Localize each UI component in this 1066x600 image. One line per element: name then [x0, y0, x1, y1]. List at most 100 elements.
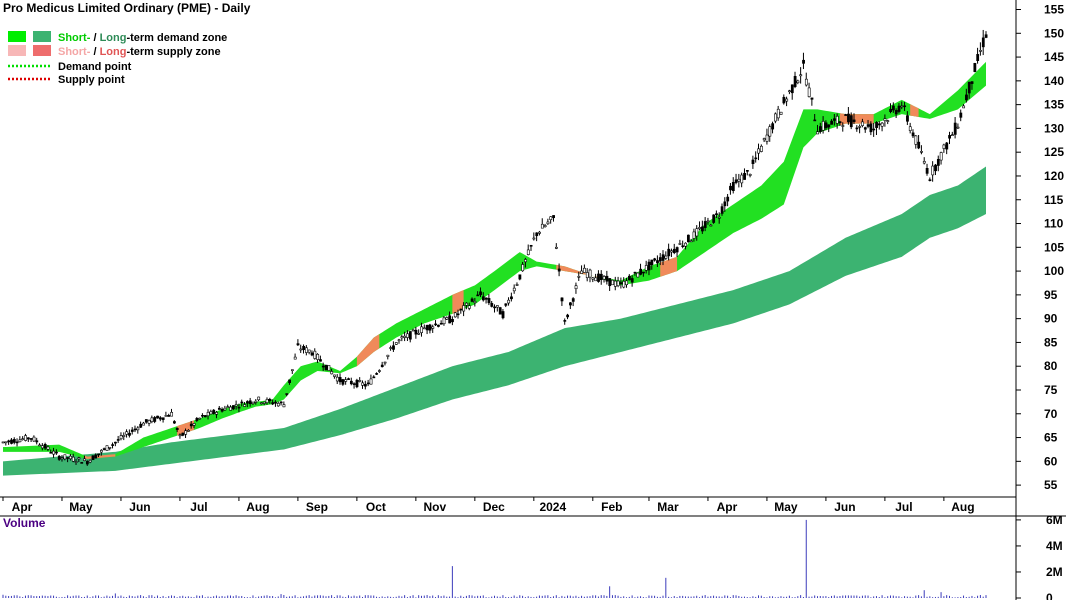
candle-body: [948, 135, 951, 139]
candle-body: [768, 126, 772, 137]
candle-body: [886, 120, 890, 122]
vol-tick-label: 2M: [1046, 565, 1063, 579]
candle-body: [959, 112, 963, 118]
candle-body: [571, 298, 575, 302]
candle-body: [934, 164, 937, 172]
legend-supply-point: Supply point: [58, 74, 125, 86]
candle-body: [156, 415, 159, 419]
candle-body: [613, 280, 617, 287]
candle-body: [597, 273, 600, 282]
candle-body: [128, 432, 131, 436]
candle-body: [481, 296, 485, 301]
candle-body: [894, 110, 898, 115]
supply-segment: [660, 256, 678, 277]
candle-body: [684, 242, 687, 247]
candle-body: [232, 405, 235, 410]
candle-body: [740, 174, 744, 184]
candle-body: [774, 113, 777, 122]
candle-body: [574, 285, 578, 290]
candle-body: [254, 400, 258, 403]
candle-body: [243, 404, 247, 407]
candle-body: [717, 216, 721, 219]
candle-body: [695, 228, 699, 237]
candle-body: [406, 333, 409, 338]
candle-body: [636, 272, 640, 278]
candle-body: [203, 415, 207, 418]
y-tick-label: 60: [1044, 454, 1058, 468]
candle-body: [661, 254, 665, 261]
candle-body: [785, 98, 789, 102]
candle-body: [189, 423, 193, 427]
candle-body: [863, 127, 867, 130]
candle-body: [392, 345, 395, 350]
candle-body: [282, 404, 286, 408]
x-tick-label: Sep: [306, 500, 328, 514]
candle-body: [487, 298, 491, 304]
candle-body: [195, 418, 199, 421]
candle-body: [397, 339, 401, 342]
candle-body: [546, 221, 550, 225]
x-tick-label: Mar: [657, 500, 679, 514]
y-tick-label: 115: [1044, 193, 1064, 207]
candle-body: [439, 322, 443, 325]
candle-body: [496, 305, 499, 308]
candle-body: [757, 148, 761, 154]
candle-body: [538, 231, 541, 234]
candle-body: [260, 402, 263, 405]
candle-body: [425, 325, 429, 331]
x-tick-label: Apr: [12, 500, 33, 514]
legend-demand-point: Demand point: [58, 61, 132, 73]
y-tick-label: 150: [1044, 26, 1064, 40]
candle-body: [335, 376, 339, 382]
candle-body: [361, 382, 364, 386]
candle-body: [394, 342, 398, 345]
candle-body: [605, 275, 609, 282]
candle-body: [150, 417, 154, 422]
candle-body: [276, 403, 280, 407]
y-tick-label: 110: [1044, 217, 1064, 231]
candle-body: [41, 445, 44, 449]
candle-body: [341, 379, 345, 385]
legend-swatch-long-supply: [33, 45, 51, 56]
candle-body: [762, 138, 766, 141]
candle-body: [524, 259, 527, 263]
candle-body: [647, 261, 651, 271]
candle-body: [858, 126, 862, 128]
candle-body: [307, 349, 311, 353]
candle-body: [302, 345, 306, 351]
candle-body: [411, 329, 415, 332]
candle-body: [709, 224, 713, 227]
candle-body: [622, 280, 626, 288]
candle-body: [46, 446, 50, 450]
candle-body: [310, 352, 314, 356]
candle-body: [914, 135, 918, 145]
candle-body: [628, 275, 631, 281]
supply-segment: [556, 264, 599, 278]
candle-body: [973, 62, 977, 72]
candle-body: [422, 327, 426, 330]
candle-body: [510, 296, 513, 300]
candle-body: [85, 461, 89, 465]
candle-body: [569, 302, 572, 306]
candle-body: [136, 427, 140, 431]
candle-body: [532, 237, 536, 240]
candle-body: [588, 269, 592, 278]
candle-body: [262, 401, 266, 404]
candle-body: [810, 97, 814, 100]
candle-body: [139, 423, 143, 428]
candle-body: [701, 226, 704, 232]
candle-body: [611, 279, 614, 286]
candle-body: [911, 132, 915, 137]
legend-supply-zone: Short- / Long-term supply zone: [58, 46, 221, 58]
candle-body: [299, 348, 303, 351]
candle-body: [866, 124, 870, 127]
candle-body: [583, 267, 586, 273]
candle-body: [116, 439, 120, 441]
candle-body: [319, 359, 322, 362]
candle-body: [206, 411, 210, 417]
candle-body: [290, 369, 294, 371]
candle-body: [102, 448, 106, 450]
candle-body: [692, 231, 696, 239]
candle-body: [847, 113, 850, 123]
candle-body: [554, 246, 558, 249]
